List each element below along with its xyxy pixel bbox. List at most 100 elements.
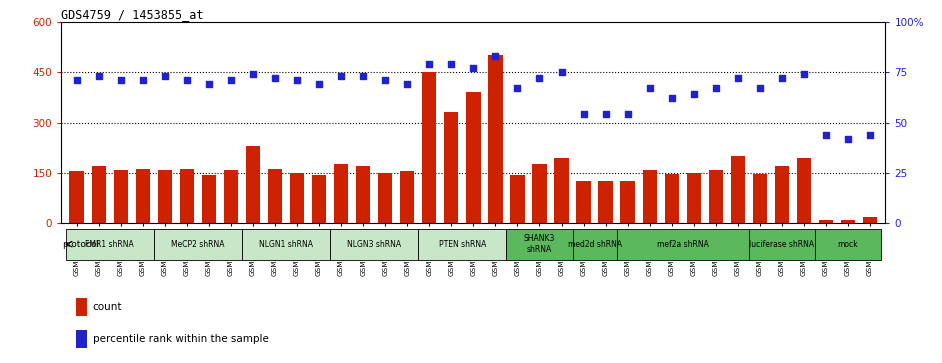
- Bar: [70, 171, 84, 223]
- Point: [113, 77, 128, 83]
- Bar: [621, 181, 635, 223]
- Bar: [312, 175, 326, 223]
- Point: [246, 71, 261, 77]
- Point: [223, 77, 238, 83]
- Point: [664, 95, 679, 101]
- Bar: [554, 158, 569, 223]
- Point: [202, 81, 217, 87]
- Point: [465, 65, 480, 71]
- Bar: [815, 229, 881, 260]
- Bar: [577, 181, 591, 223]
- Text: mef2a shRNA: mef2a shRNA: [657, 240, 708, 249]
- Bar: [378, 173, 393, 223]
- Bar: [753, 174, 767, 223]
- Bar: [422, 72, 436, 223]
- Point: [312, 81, 327, 87]
- Point: [69, 77, 84, 83]
- Bar: [114, 170, 128, 223]
- Point: [268, 75, 283, 81]
- Bar: [400, 171, 414, 223]
- Bar: [488, 55, 502, 223]
- Point: [136, 77, 151, 83]
- Point: [642, 85, 658, 91]
- Bar: [334, 164, 349, 223]
- Point: [356, 73, 371, 79]
- Point: [863, 132, 878, 138]
- Bar: [418, 229, 507, 260]
- Bar: [202, 175, 216, 223]
- Bar: [268, 168, 283, 223]
- Text: NLGN1 shRNA: NLGN1 shRNA: [259, 240, 313, 249]
- Bar: [466, 92, 480, 223]
- Point: [753, 85, 768, 91]
- Bar: [749, 229, 815, 260]
- Text: count: count: [92, 302, 122, 312]
- Point: [774, 75, 789, 81]
- Bar: [598, 181, 612, 223]
- Bar: [445, 113, 459, 223]
- Point: [576, 111, 591, 117]
- Point: [819, 132, 834, 138]
- Text: luciferase shRNA: luciferase shRNA: [749, 240, 815, 249]
- Bar: [841, 220, 855, 223]
- Bar: [246, 146, 260, 223]
- Point: [399, 81, 414, 87]
- Bar: [154, 229, 242, 260]
- Point: [796, 71, 811, 77]
- Bar: [242, 229, 330, 260]
- Bar: [687, 173, 701, 223]
- Point: [532, 75, 547, 81]
- Bar: [76, 298, 87, 316]
- Bar: [642, 170, 657, 223]
- Bar: [797, 158, 811, 223]
- Point: [91, 73, 106, 79]
- Point: [157, 73, 172, 79]
- Text: PTEN shRNA: PTEN shRNA: [439, 240, 486, 249]
- Point: [620, 111, 635, 117]
- Point: [378, 77, 393, 83]
- Point: [554, 69, 569, 75]
- Bar: [136, 168, 150, 223]
- Text: protocol: protocol: [61, 240, 99, 249]
- Bar: [224, 170, 238, 223]
- Text: SHANK3
shRNA: SHANK3 shRNA: [524, 234, 555, 254]
- Bar: [66, 229, 154, 260]
- Point: [422, 61, 437, 67]
- Bar: [617, 229, 749, 260]
- Bar: [863, 216, 877, 223]
- Text: MeCP2 shRNA: MeCP2 shRNA: [171, 240, 224, 249]
- Point: [686, 91, 701, 97]
- Bar: [573, 229, 617, 260]
- Point: [730, 75, 745, 81]
- Bar: [157, 170, 172, 223]
- Bar: [507, 229, 573, 260]
- Text: GDS4759 / 1453855_at: GDS4759 / 1453855_at: [61, 8, 203, 21]
- Bar: [664, 174, 679, 223]
- Bar: [708, 170, 723, 223]
- Bar: [290, 173, 304, 223]
- Point: [708, 85, 723, 91]
- Bar: [511, 175, 525, 223]
- Point: [179, 77, 194, 83]
- Text: percentile rank within the sample: percentile rank within the sample: [92, 334, 268, 344]
- Point: [333, 73, 349, 79]
- Point: [510, 85, 525, 91]
- Bar: [774, 166, 789, 223]
- Bar: [91, 166, 106, 223]
- Bar: [330, 229, 418, 260]
- Point: [488, 53, 503, 59]
- Bar: [180, 168, 194, 223]
- Point: [444, 61, 459, 67]
- Text: mock: mock: [837, 240, 858, 249]
- Bar: [76, 330, 87, 348]
- Point: [289, 77, 304, 83]
- Bar: [532, 164, 546, 223]
- Point: [840, 136, 855, 142]
- Bar: [819, 220, 833, 223]
- Bar: [356, 166, 370, 223]
- Text: NLGN3 shRNA: NLGN3 shRNA: [347, 240, 401, 249]
- Bar: [731, 156, 745, 223]
- Text: med2d shRNA: med2d shRNA: [567, 240, 622, 249]
- Point: [598, 111, 613, 117]
- Text: FMR1 shRNA: FMR1 shRNA: [86, 240, 134, 249]
